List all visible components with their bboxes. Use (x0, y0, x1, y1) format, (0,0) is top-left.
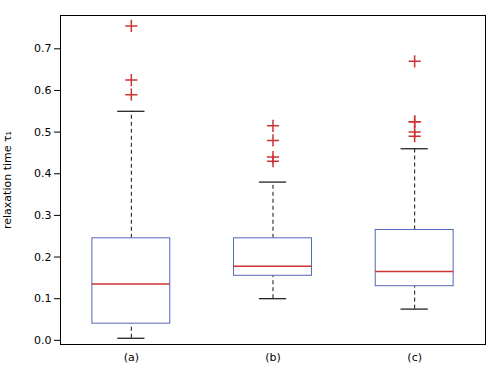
svg-text:0.5: 0.5 (34, 126, 52, 139)
svg-text:(b): (b) (265, 351, 281, 364)
svg-text:0.4: 0.4 (34, 167, 52, 180)
svg-text:0.6: 0.6 (34, 84, 52, 97)
svg-text:0.3: 0.3 (34, 209, 52, 222)
svg-text:relaxation time τ₁: relaxation time τ₁ (1, 131, 14, 229)
svg-text:(c): (c) (407, 351, 422, 364)
svg-text:0.7: 0.7 (34, 42, 52, 55)
svg-text:0.2: 0.2 (34, 251, 52, 264)
svg-text:(a): (a) (124, 351, 139, 364)
svg-text:0.0: 0.0 (34, 334, 52, 347)
svg-text:0.1: 0.1 (34, 292, 52, 305)
